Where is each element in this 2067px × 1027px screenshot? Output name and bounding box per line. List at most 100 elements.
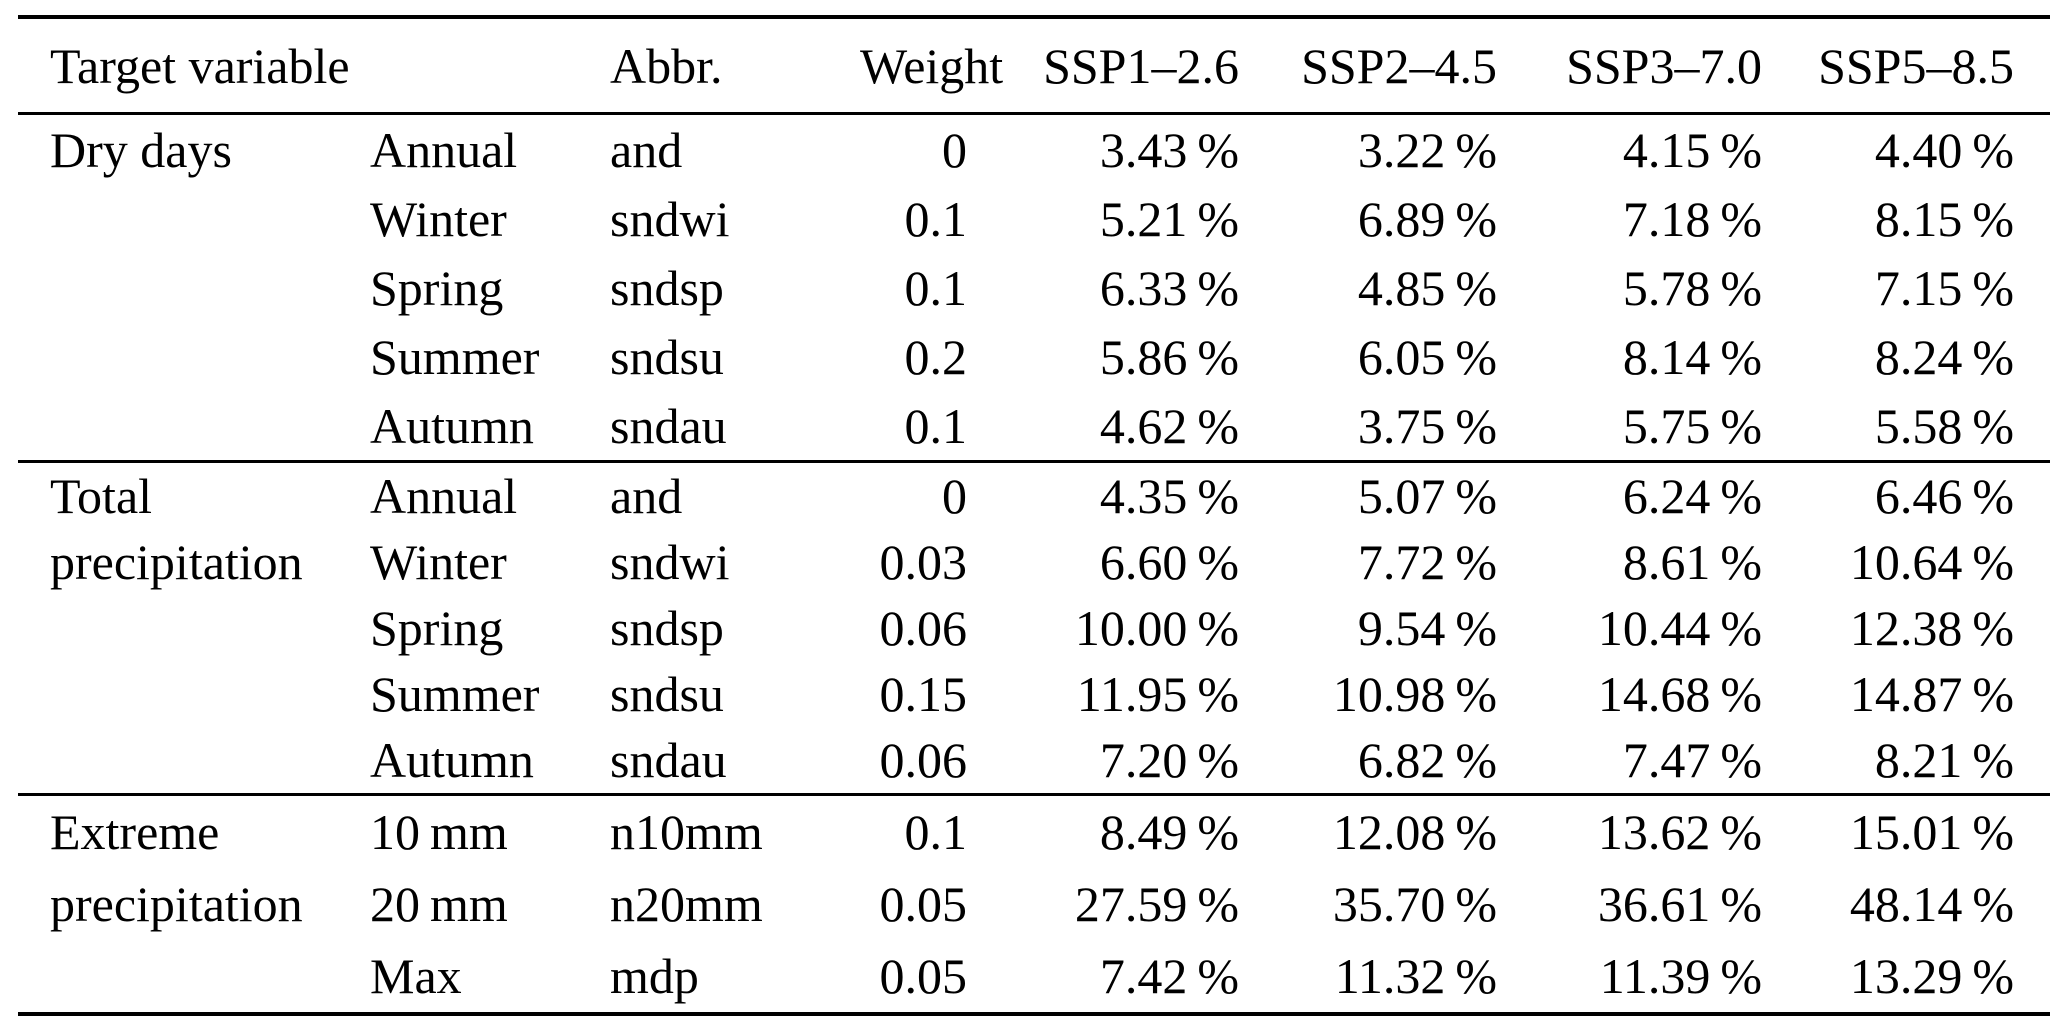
cell-ssp3-7-0: 8.14 %	[1622, 328, 1762, 385]
cell-ssp2-4-5: 6.82 %	[1357, 732, 1497, 788]
header-row: Target variable Abbr. Weight SSP1–2.6 SS…	[18, 17, 2050, 114]
cell-weight: 0.06	[879, 600, 968, 656]
cell-ssp5-8-5: 5.58 %	[1874, 397, 2014, 454]
cell-season: Winter	[370, 534, 507, 590]
cell-weight: 0.1	[904, 397, 968, 454]
cell-ssp2-4-5: 5.07 %	[1357, 468, 1497, 524]
cell-target-variable	[18, 253, 370, 322]
cell-target-variable: Total	[50, 468, 153, 524]
table-section-3: Extreme 10 mm n10mm 0.1 8.49 % 12.08 % 13.62 %…	[18, 794, 2050, 1015]
cell-ssp5-8-5: 4.40 %	[1874, 121, 2014, 178]
cell-ssp1-2-6: 6.33 %	[1099, 259, 1239, 316]
table-row: Spring sndsp 0.1 6.33 % 4.85 % 5.78 % 7.15 %	[18, 253, 2050, 322]
header-ssp2-4-5: SSP2–4.5	[1301, 37, 1497, 94]
cell-weight: 0.1	[904, 259, 968, 316]
cell-target-variable	[18, 595, 370, 661]
cell-ssp3-7-0: 7.18 %	[1622, 190, 1762, 247]
cell-ssp2-4-5: 3.22 %	[1357, 121, 1497, 178]
cell-weight: 0.03	[879, 534, 968, 590]
cell-season: Autumn	[370, 397, 534, 454]
cell-season: Winter	[370, 190, 507, 247]
table-row: Autumn sndau 0.1 4.62 % 3.75 % 5.75 % 5.58 %	[18, 391, 2050, 462]
cell-ssp5-8-5: 8.24 %	[1874, 328, 2014, 385]
cell-ssp2-4-5: 7.72 %	[1357, 534, 1497, 590]
cell-ssp1-2-6: 8.49 %	[1099, 804, 1239, 860]
cell-target-variable	[18, 661, 370, 727]
cell-abbr: sndsp	[610, 259, 724, 316]
cell-ssp5-8-5: 48.14 %	[1849, 876, 2014, 932]
cell-ssp5-8-5: 14.87 %	[1849, 666, 2014, 722]
cell-season: Spring	[370, 259, 504, 316]
cell-ssp2-4-5: 3.75 %	[1357, 397, 1497, 454]
cell-season: Annual	[370, 468, 518, 524]
cell-season: Autumn	[370, 732, 534, 788]
cell-target-variable: precipitation	[50, 876, 303, 932]
table-row: Max mdp 0.05 7.42 % 11.32 % 11.39 % 13.29 %	[18, 940, 2050, 1014]
cell-ssp3-7-0: 14.68 %	[1597, 666, 1762, 722]
cell-target-variable: precipitation	[50, 534, 303, 590]
table-row: precipitation 20 mm n20mm 0.05 27.59 % 35.70 …	[18, 868, 2050, 940]
cell-abbr: n20mm	[610, 876, 763, 932]
table-row: precipitation Winter sndwi 0.03 6.60 % 7.72 %…	[18, 529, 2050, 595]
header-abbr: Abbr.	[610, 37, 723, 94]
header-ssp1-2-6: SSP1–2.6	[1043, 37, 1239, 94]
cell-weight: 0.1	[904, 190, 968, 247]
table-section-2: Total Annual and 0 4.35 % 5.07 % 6.24 % 6.46 % p…	[18, 461, 2050, 795]
cell-season: Summer	[370, 328, 540, 385]
cell-ssp3-7-0: 11.39 %	[1599, 948, 1762, 1004]
table-row: Autumn sndau 0.06 7.20 % 6.82 % 7.47 % 8.21 %	[18, 727, 2050, 795]
cell-ssp1-2-6: 4.35 %	[1099, 468, 1239, 524]
cell-ssp5-8-5: 10.64 %	[1849, 534, 2014, 590]
cell-ssp2-4-5: 35.70 %	[1332, 876, 1497, 932]
cell-ssp1-2-6: 3.43 %	[1099, 121, 1239, 178]
cell-abbr: sndsu	[610, 666, 724, 722]
header-target-variable: Target variable	[50, 37, 350, 94]
cell-ssp1-2-6: 7.42 %	[1099, 948, 1239, 1004]
cell-ssp3-7-0: 36.61 %	[1597, 876, 1762, 932]
cell-weight: 0.06	[879, 732, 968, 788]
cell-abbr: n10mm	[610, 804, 763, 860]
cell-ssp5-8-5: 6.46 %	[1874, 468, 2014, 524]
table-header: Target variable Abbr. Weight SSP1–2.6 SS…	[18, 17, 2050, 114]
cell-ssp1-2-6: 27.59 %	[1074, 876, 1239, 932]
cell-ssp1-2-6: 11.95 %	[1076, 666, 1239, 722]
cell-ssp5-8-5: 7.15 %	[1874, 259, 2014, 316]
cell-season: Spring	[370, 600, 504, 656]
cell-ssp1-2-6: 4.62 %	[1099, 397, 1239, 454]
cell-abbr: and	[610, 121, 683, 178]
cell-ssp2-4-5: 12.08 %	[1332, 804, 1497, 860]
cell-ssp3-7-0: 6.24 %	[1622, 468, 1762, 524]
cell-abbr: sndau	[610, 732, 727, 788]
cell-weight: 0.05	[879, 876, 968, 932]
cell-weight: 0.15	[879, 666, 968, 722]
cell-ssp3-7-0: 4.15 %	[1622, 121, 1762, 178]
cell-ssp2-4-5: 4.85 %	[1357, 259, 1497, 316]
cell-abbr: sndwi	[610, 534, 730, 590]
table-section-1: Dry days Annual and 0 3.43 % 3.22 % 4.15 % 4.40…	[18, 114, 2050, 462]
table-row: Dry days Annual and 0 3.43 % 3.22 % 4.15 % 4.40…	[18, 114, 2050, 185]
cell-season: Max	[370, 948, 462, 1004]
cell-abbr: mdp	[610, 948, 699, 1004]
cell-ssp3-7-0: 7.47 %	[1622, 732, 1762, 788]
cell-season: 10 mm	[370, 804, 508, 860]
cell-ssp2-4-5: 11.32 %	[1334, 948, 1497, 1004]
cell-abbr: sndwi	[610, 190, 730, 247]
cell-ssp1-2-6: 5.21 %	[1099, 190, 1239, 247]
cell-ssp3-7-0: 8.61 %	[1622, 534, 1762, 590]
cell-weight: 0.1	[904, 804, 968, 860]
cell-abbr: sndsu	[610, 328, 724, 385]
cell-ssp1-2-6: 5.86 %	[1099, 328, 1239, 385]
cell-weight: 0.2	[904, 328, 968, 385]
table-row: Winter sndwi 0.1 5.21 % 6.89 % 7.18 % 8.15 %	[18, 184, 2050, 253]
table-row: Spring sndsp 0.06 10.00 % 9.54 % 10.44 % 12.38…	[18, 595, 2050, 661]
cell-ssp3-7-0: 13.62 %	[1597, 804, 1762, 860]
table-row: Summer sndsu 0.2 5.86 % 6.05 % 8.14 % 8.24 %	[18, 322, 2050, 391]
cell-abbr: and	[610, 468, 683, 524]
cell-ssp5-8-5: 15.01 %	[1849, 804, 2014, 860]
cell-ssp2-4-5: 6.89 %	[1357, 190, 1497, 247]
cell-weight: 0.05	[879, 948, 968, 1004]
cell-target-variable: Extreme	[50, 804, 220, 860]
cell-ssp1-2-6: 7.20 %	[1099, 732, 1239, 788]
cell-abbr: sndau	[610, 397, 727, 454]
